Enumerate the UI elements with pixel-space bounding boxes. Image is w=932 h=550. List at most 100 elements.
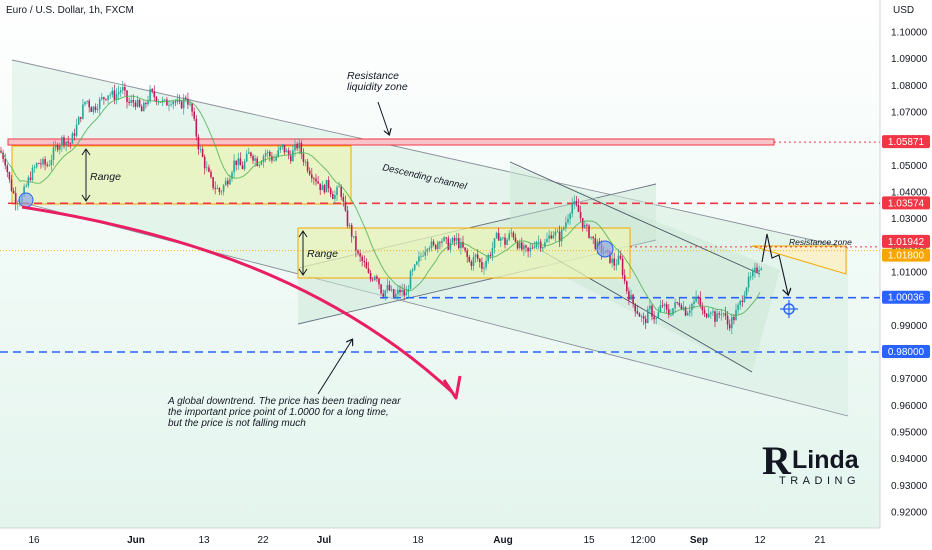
candle-body <box>304 161 307 163</box>
candle-body <box>25 185 27 187</box>
candle-body <box>277 150 279 157</box>
candle-body <box>210 171 212 178</box>
candle-body <box>117 92 120 95</box>
candle-body <box>248 152 250 154</box>
candle-body <box>77 117 80 125</box>
candle-body <box>525 245 527 248</box>
candle-body <box>569 213 571 219</box>
range-left-arrow <box>81 148 91 202</box>
candle-body <box>686 313 689 316</box>
candle-body <box>741 300 744 303</box>
candle-body <box>75 124 78 136</box>
candle-body <box>705 313 708 318</box>
price-tick-label: 0.94000 <box>891 454 928 465</box>
candle-body <box>632 294 634 304</box>
candle-body <box>640 316 643 318</box>
candle-body <box>201 149 204 157</box>
candle-body <box>493 238 496 249</box>
candle-body <box>670 314 672 316</box>
price-level-badge-label: 1.03574 <box>888 198 925 209</box>
small-channel-fill <box>510 164 780 372</box>
price-level-badge <box>882 290 930 304</box>
candle-body <box>229 178 231 185</box>
candle-body <box>82 104 84 119</box>
candle-body <box>619 255 622 259</box>
time-axis[interactable]: 16 Jun 13 22 Jul 18 Aug 15 12:00 Sep 12 21 <box>28 535 826 546</box>
candle-body <box>353 236 355 238</box>
candle-body <box>743 295 746 303</box>
candle-body <box>481 262 483 269</box>
candle-body <box>283 144 286 153</box>
candle-body <box>676 302 678 303</box>
moving-average-line <box>0 95 761 317</box>
candle-body <box>623 275 626 282</box>
candle-body <box>145 102 147 105</box>
candle-body <box>147 100 149 105</box>
candle-body <box>638 313 641 317</box>
candle-body <box>233 160 235 173</box>
chart-title: Euro / U.S. Dollar, 1h, FXCM <box>6 5 134 16</box>
candle-body <box>760 268 762 271</box>
candle-body <box>483 267 485 269</box>
candle-body <box>699 297 702 307</box>
candle-body <box>537 241 540 243</box>
linda-trading-logo: R Linda TRADING <box>762 438 860 487</box>
candle-body <box>707 313 710 318</box>
candle-body <box>453 237 456 241</box>
candle-body <box>67 141 69 144</box>
range-box-right <box>297 227 631 279</box>
candle-body <box>185 97 187 99</box>
candle-body <box>462 241 464 248</box>
candle-body <box>535 241 538 247</box>
candle-body <box>506 239 508 245</box>
candle-body <box>510 232 513 234</box>
candle-body <box>579 211 582 219</box>
candle-body <box>69 143 72 144</box>
candle-body <box>420 255 422 257</box>
candle-body <box>8 171 11 180</box>
candle-body <box>594 238 597 249</box>
price-level-badges: 1.05871 1.03574 1.01942 1.01800 1.00036 0.980… <box>882 135 930 358</box>
candle-body <box>239 158 242 166</box>
candle-body <box>302 153 305 162</box>
candle-body <box>245 153 248 162</box>
candle-body <box>180 101 183 109</box>
time-tick-label: 13 <box>198 535 210 546</box>
candle-body <box>674 302 676 309</box>
candle-body <box>437 242 439 249</box>
candle-body <box>212 177 214 188</box>
candle-body <box>35 163 38 168</box>
candle-body <box>439 242 441 244</box>
candle-body <box>710 312 712 314</box>
candle-body <box>287 150 290 156</box>
candle-body <box>558 231 561 242</box>
candle-body <box>668 309 670 316</box>
candle-body <box>584 224 586 228</box>
candle-body <box>611 258 613 263</box>
candle-body <box>119 90 122 93</box>
resistance-liquidity-zone <box>7 138 775 146</box>
price-tick-label: 1.07000 <box>891 108 928 119</box>
candle-body <box>647 309 649 324</box>
price-candles <box>0 80 762 335</box>
candle-body <box>193 111 195 119</box>
candle-body <box>752 271 754 277</box>
candle-body <box>665 304 668 310</box>
candle-body <box>659 305 662 313</box>
resistance-liquidity-arrow <box>377 101 389 134</box>
candle-body <box>672 308 674 315</box>
candle-body <box>531 247 534 249</box>
candle-body <box>149 89 151 101</box>
candle-body <box>216 188 219 189</box>
price-axis[interactable]: 1.100001.090001.080001.070001.060001.050… <box>891 28 928 519</box>
time-tick-label: 12:00 <box>630 535 655 546</box>
price-tick-label: 0.93000 <box>891 481 928 492</box>
candle-body <box>516 241 519 249</box>
candle-body <box>241 165 244 170</box>
candle-body <box>390 289 393 291</box>
candle-body <box>56 144 59 150</box>
candle-body <box>720 313 723 315</box>
candle-body <box>443 237 445 241</box>
